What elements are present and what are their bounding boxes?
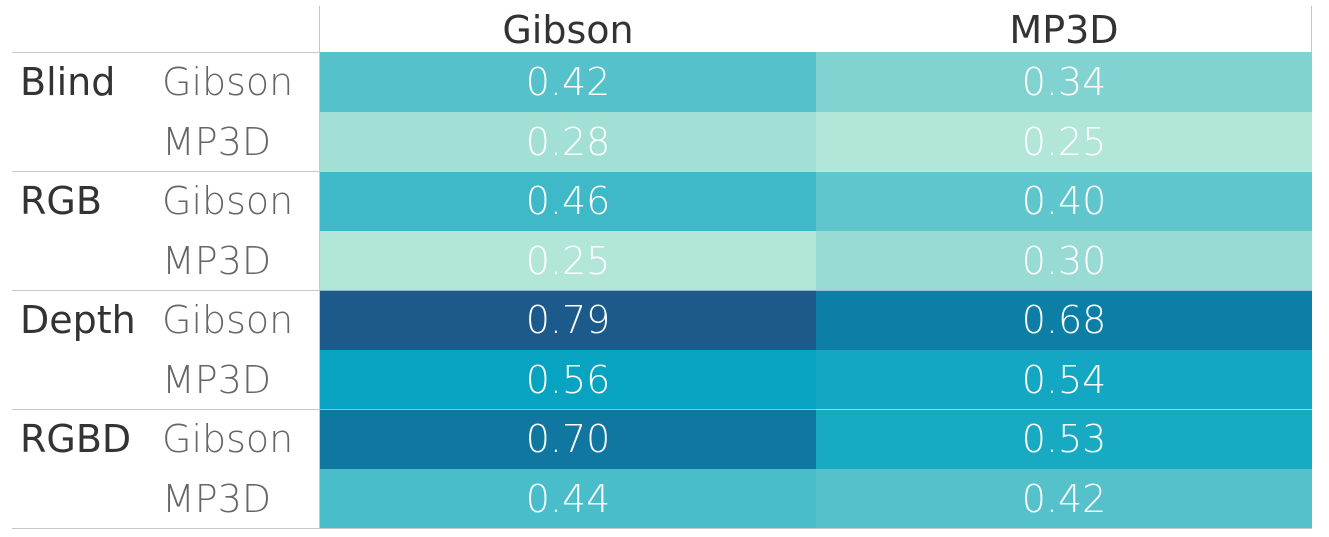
heatmap-cell: 0.44 [320,468,816,529]
row-group-label: Depth [20,298,136,342]
row-label: Gibson [162,298,294,342]
right-divider [1311,6,1312,52]
header-divider [12,52,320,53]
heatmap-cell: 0.25 [816,111,1312,172]
heatmap-cell: 0.42 [816,468,1312,529]
group-divider [12,409,320,410]
row-label: Gibson [162,179,294,223]
column-header: MP3D [1009,8,1119,52]
group-divider [320,171,1312,172]
heatmap-cell: 0.56 [320,349,816,410]
heatmap-cell: 0.25 [320,230,816,291]
heatmap-cell: 0.28 [320,111,816,172]
heatmap-cell: 0.70 [320,409,816,469]
heatmap-cell: 0.53 [816,409,1312,469]
heatmap-cell: 0.30 [816,230,1312,291]
heatmap-cell: 0.54 [816,349,1312,410]
group-divider [12,171,320,172]
row-label: Gibson [162,60,294,104]
heatmap-cell: 0.46 [320,171,816,231]
group-divider [320,290,1312,291]
row-group-label: Blind [20,60,116,104]
row-label: Gibson [162,417,294,461]
row-label: MP3D [162,238,272,283]
heatmap-cell: 0.79 [320,290,816,350]
heatmap-cell: 0.42 [320,52,816,112]
heatmap-cell: 0.68 [816,290,1312,350]
row-group-label: RGB [20,179,102,223]
row-label: MP3D [162,476,272,521]
heatmap-cell: 0.40 [816,171,1312,231]
group-divider [12,290,320,291]
row-label: MP3D [162,357,272,402]
heatmap-cell: 0.34 [816,52,1312,112]
column-header: Gibson [502,8,634,52]
left-divider [319,6,320,528]
group-divider [320,409,1312,410]
bottom-divider [12,528,1312,529]
row-group-label: RGBD [20,417,132,461]
row-label: MP3D [162,119,272,164]
